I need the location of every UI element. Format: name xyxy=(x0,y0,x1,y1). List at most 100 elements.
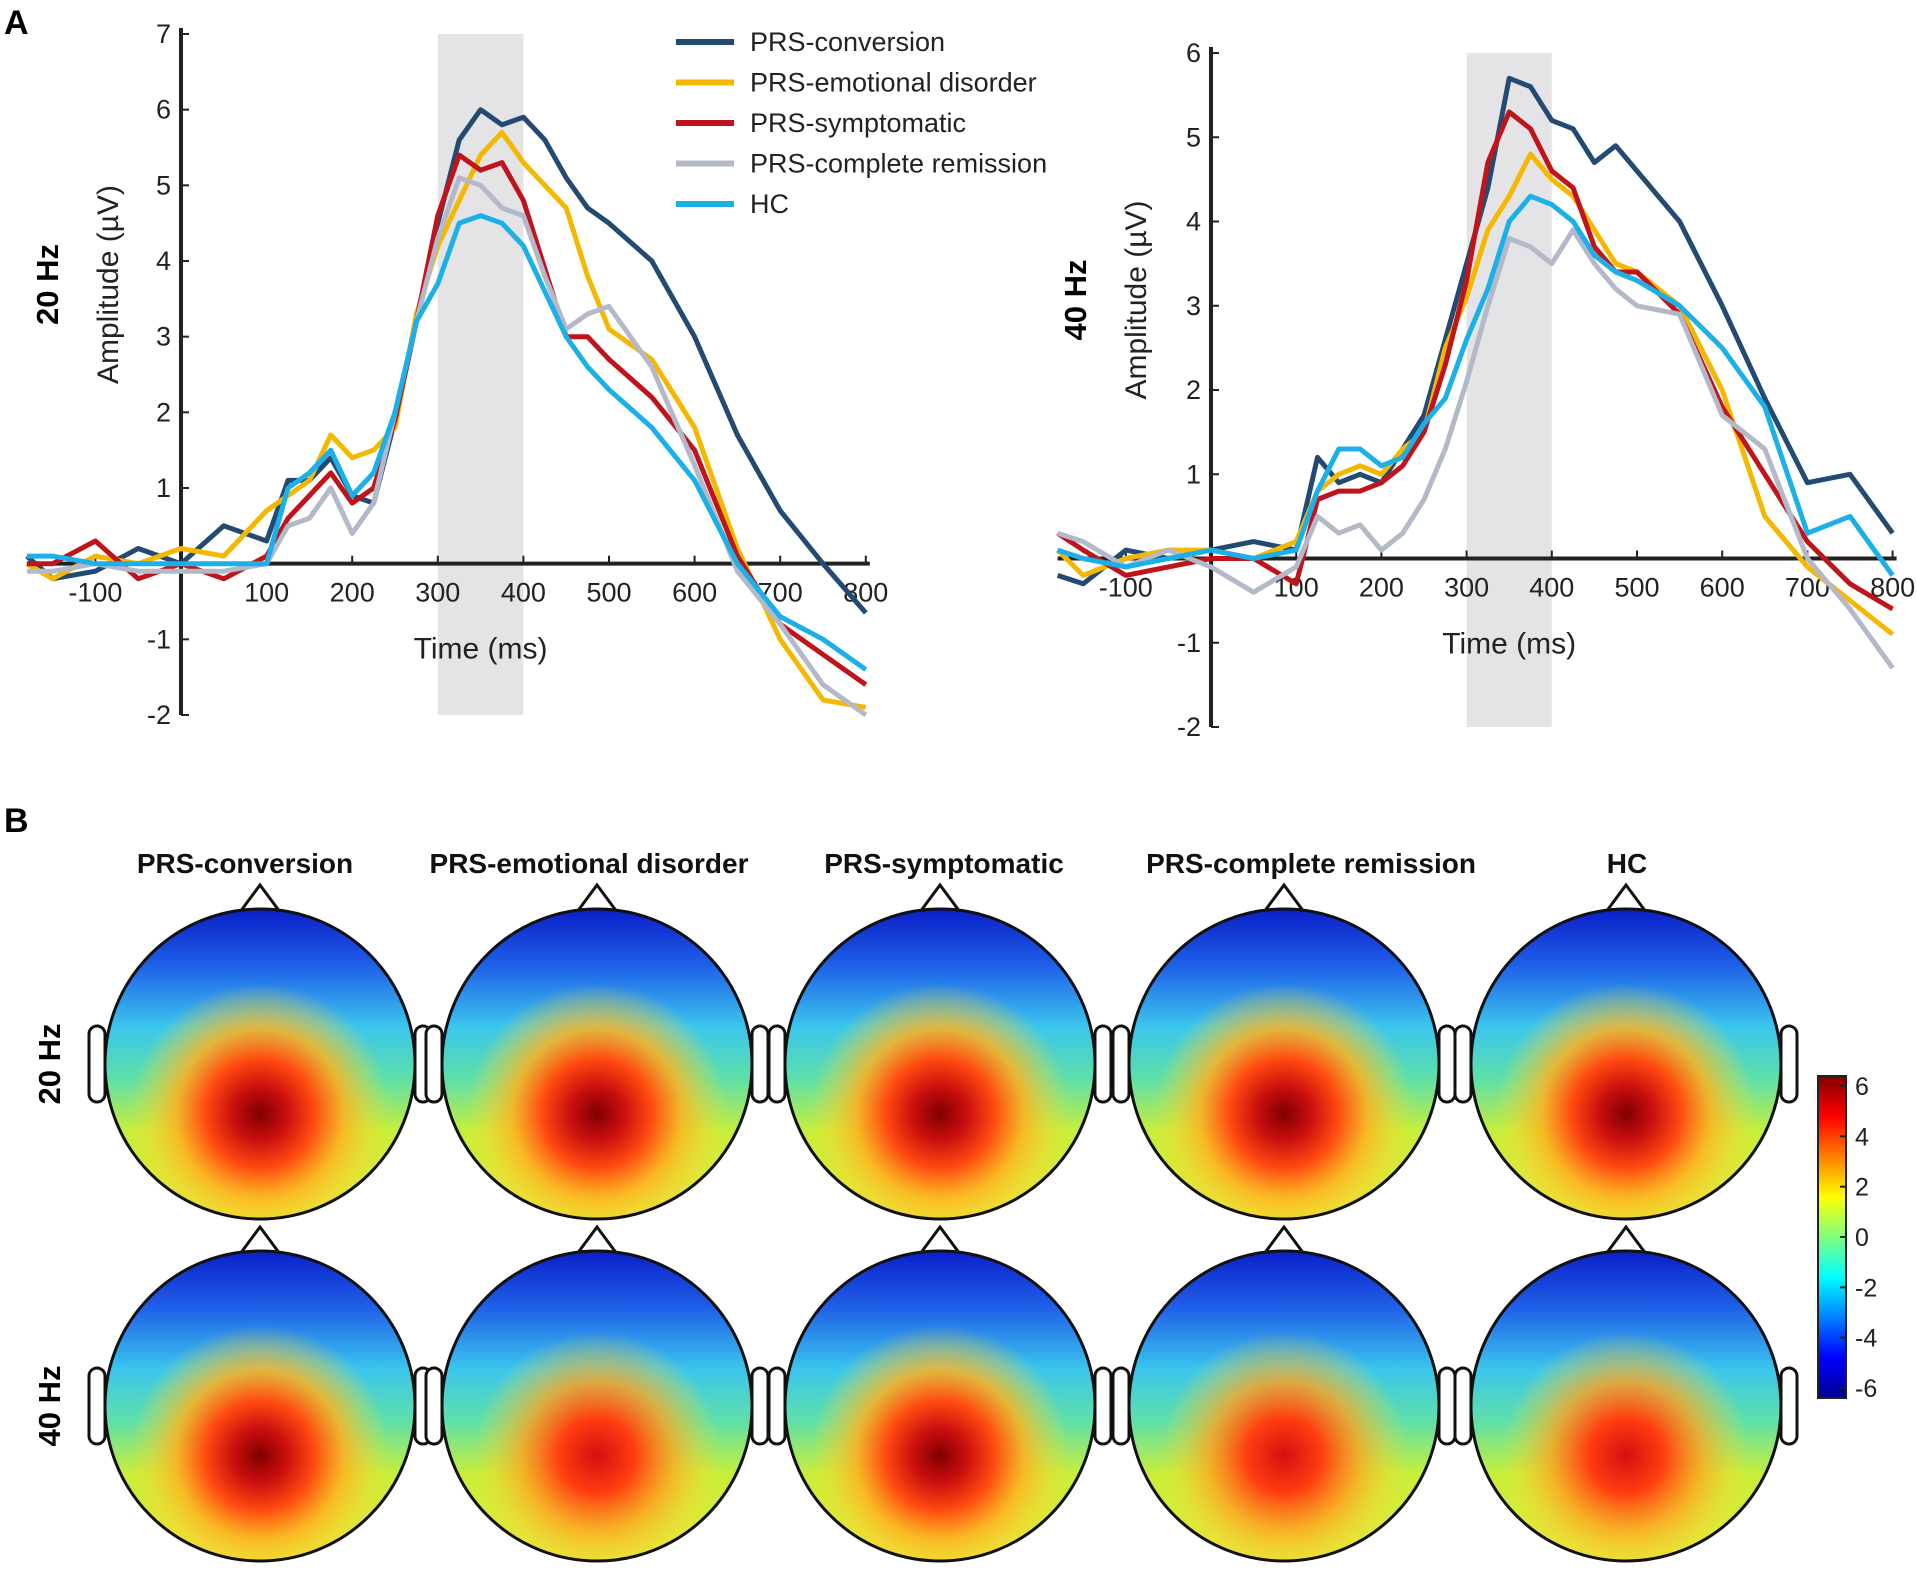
colorbar-tick-label: -4 xyxy=(1855,1325,1877,1353)
nose-icon xyxy=(238,882,282,913)
x-tick-label: 100 xyxy=(244,578,289,608)
panel-label-b: B xyxy=(4,802,29,840)
x-tick-label: 400 xyxy=(501,578,546,608)
colorbar-tick-label: 4 xyxy=(1855,1123,1869,1151)
x-tick-label: 400 xyxy=(1529,573,1574,603)
head-outline xyxy=(103,907,417,1221)
colorbar-tick-label: 2 xyxy=(1855,1174,1869,1202)
left-ear-icon xyxy=(424,1366,444,1446)
scalp-positivity xyxy=(105,1251,415,1561)
colorbar-tick-label: -6 xyxy=(1855,1375,1877,1403)
y-tick-label: 5 xyxy=(1186,122,1201,152)
colorbar-tick-label: 0 xyxy=(1855,1224,1869,1252)
topomap-40hz-4 xyxy=(1453,1224,1799,1563)
y-axis-label: Amplitude (µV) xyxy=(1120,200,1153,399)
head-outline xyxy=(1127,1249,1441,1563)
topomap-column-title: PRS-conversion xyxy=(137,848,353,879)
y-tick-label: -2 xyxy=(147,700,171,730)
x-tick-label: 500 xyxy=(586,578,631,608)
colorbar-tick-label: 6 xyxy=(1855,1073,1869,1101)
left-ear-icon xyxy=(1453,1366,1473,1446)
scalp-positivity xyxy=(1471,1251,1781,1561)
head-outline xyxy=(783,907,1097,1221)
right-ear-icon xyxy=(1779,1366,1799,1446)
topomap-row-label: 40 Hz xyxy=(32,1366,67,1447)
x-tick-label: 600 xyxy=(1700,573,1745,603)
y-tick-label: 3 xyxy=(156,322,171,352)
nose-icon xyxy=(1262,1224,1306,1255)
head-outline xyxy=(103,1249,417,1563)
y-tick-label: 4 xyxy=(156,246,171,276)
y-axis-label: Amplitude (µV) xyxy=(92,185,125,384)
y-tick-label: 1 xyxy=(1186,459,1201,489)
nose-icon xyxy=(918,1224,962,1255)
x-axis-label: Time (ms) xyxy=(1442,628,1576,661)
topomap-40hz-3 xyxy=(1111,1224,1457,1563)
nose-icon xyxy=(575,1224,619,1255)
row-label: 40 Hz xyxy=(1058,260,1093,341)
left-ear-icon xyxy=(87,1024,107,1104)
head-outline xyxy=(1469,1249,1783,1563)
row-label: 20 Hz xyxy=(30,244,65,325)
x-tick-label: 500 xyxy=(1614,573,1659,603)
head-outline xyxy=(440,907,754,1221)
topomap-grid: PRS-conversion PRS-emotional disorder PRS-… xyxy=(32,848,1799,1563)
scalp-positivity xyxy=(1471,909,1781,1219)
topomap-20hz-2 xyxy=(767,882,1113,1221)
series-line-prs-complete-remission xyxy=(26,175,868,718)
legend-entry: HC xyxy=(750,189,789,219)
y-tick-label: -2 xyxy=(1177,712,1201,742)
shaded-time-window xyxy=(1466,53,1552,727)
scalp-positivity xyxy=(1129,1251,1439,1561)
head-outline xyxy=(1127,907,1441,1221)
topomap-40hz-2 xyxy=(767,1224,1113,1563)
y-tick-label: 2 xyxy=(156,397,171,427)
scalp-positivity xyxy=(442,909,752,1219)
right-ear-icon xyxy=(1437,1366,1457,1446)
panel-label-a: A xyxy=(4,4,29,42)
left-ear-icon xyxy=(424,1024,444,1104)
y-tick-label: 1 xyxy=(156,473,171,503)
shaded-time-window xyxy=(437,34,524,715)
topomap-row-label: 20 Hz xyxy=(32,1024,67,1105)
y-tick-label: 3 xyxy=(1186,291,1201,321)
y-tick-label: 7 xyxy=(156,19,171,49)
scalp-positivity xyxy=(785,1251,1095,1561)
topomap-20hz-4 xyxy=(1453,882,1799,1221)
legend: PRS-conversion PRS-emotional disorder PRS-… xyxy=(676,27,1047,219)
right-ear-icon xyxy=(750,1024,770,1104)
topomap-20hz-0 xyxy=(87,882,433,1221)
nose-icon xyxy=(1262,882,1306,913)
legend-entry: PRS-complete remission xyxy=(750,149,1047,179)
topomap-40hz-0 xyxy=(87,1224,433,1563)
x-tick-label: 600 xyxy=(672,578,717,608)
nose-icon xyxy=(238,1224,282,1255)
x-tick-label: 300 xyxy=(1444,573,1489,603)
nose-icon xyxy=(575,882,619,913)
right-ear-icon xyxy=(1779,1024,1799,1104)
nose-icon xyxy=(1604,1224,1648,1255)
topomap-20hz-3 xyxy=(1111,882,1457,1221)
series-line-hc xyxy=(1056,193,1895,577)
topomap-column-title: PRS-emotional disorder xyxy=(430,848,749,879)
legend-entry: PRS-conversion xyxy=(750,27,945,57)
right-ear-icon xyxy=(750,1366,770,1446)
topomap-20hz-1 xyxy=(424,882,770,1221)
legend-entry: PRS-symptomatic xyxy=(750,108,966,138)
right-ear-icon xyxy=(1093,1366,1113,1446)
right-ear-icon xyxy=(1437,1024,1457,1104)
y-tick-label: 2 xyxy=(1186,375,1201,405)
scalp-positivity xyxy=(442,1251,752,1561)
x-tick-label: 300 xyxy=(415,578,460,608)
y-tick-label: 6 xyxy=(1186,38,1201,68)
left-ear-icon xyxy=(1111,1024,1131,1104)
x-tick-label: 200 xyxy=(1359,573,1404,603)
left-ear-icon xyxy=(767,1366,787,1446)
left-ear-icon xyxy=(1111,1366,1131,1446)
nose-icon xyxy=(1604,882,1648,913)
scalp-positivity xyxy=(105,909,415,1219)
legend-entry: PRS-emotional disorder xyxy=(750,68,1037,98)
